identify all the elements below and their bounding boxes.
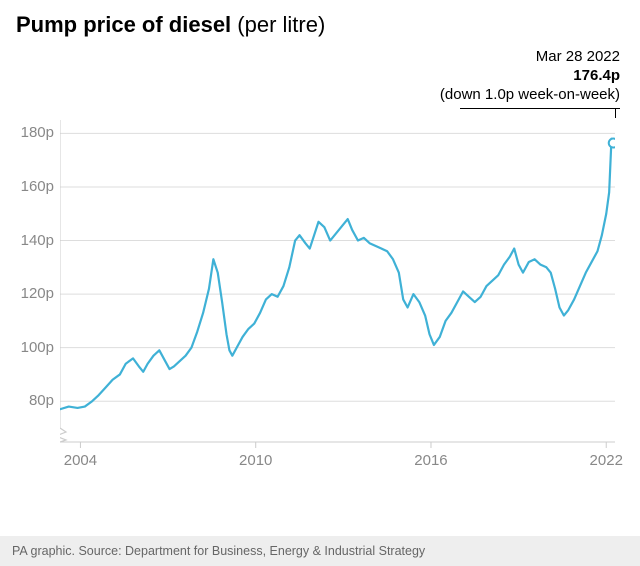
title-rest: (per litre) xyxy=(231,12,325,37)
y-tick-label: 160p xyxy=(6,178,54,195)
callout-annotation: Mar 28 2022 176.4p (down 1.0p week-on-we… xyxy=(440,48,620,104)
x-tick-label: 2016 xyxy=(414,452,447,469)
callout-rule xyxy=(460,108,620,109)
chart-container: Pump price of diesel (per litre) Mar 28 … xyxy=(0,0,640,566)
callout-date: Mar 28 2022 xyxy=(440,48,620,67)
y-tick-label: 100p xyxy=(6,339,54,356)
x-tick-label: 2004 xyxy=(64,452,97,469)
source-text: PA graphic. Source: Department for Busin… xyxy=(12,544,425,558)
line-chart-svg xyxy=(60,120,615,480)
chart-title: Pump price of diesel (per litre) xyxy=(16,12,325,38)
callout-note: (down 1.0p week-on-week) xyxy=(440,86,620,105)
source-footer: PA graphic. Source: Department for Busin… xyxy=(0,536,640,566)
callout-value: 176.4p xyxy=(440,67,620,86)
y-tick-label: 80p xyxy=(6,392,54,409)
plot-area xyxy=(60,120,615,480)
title-bold: Pump price of diesel xyxy=(16,12,231,37)
callout-tick xyxy=(615,108,616,118)
y-tick-label: 180p xyxy=(6,124,54,141)
x-tick-label: 2022 xyxy=(590,452,623,469)
x-tick-label: 2010 xyxy=(239,452,272,469)
y-tick-label: 120p xyxy=(6,285,54,302)
y-tick-label: 140p xyxy=(6,232,54,249)
